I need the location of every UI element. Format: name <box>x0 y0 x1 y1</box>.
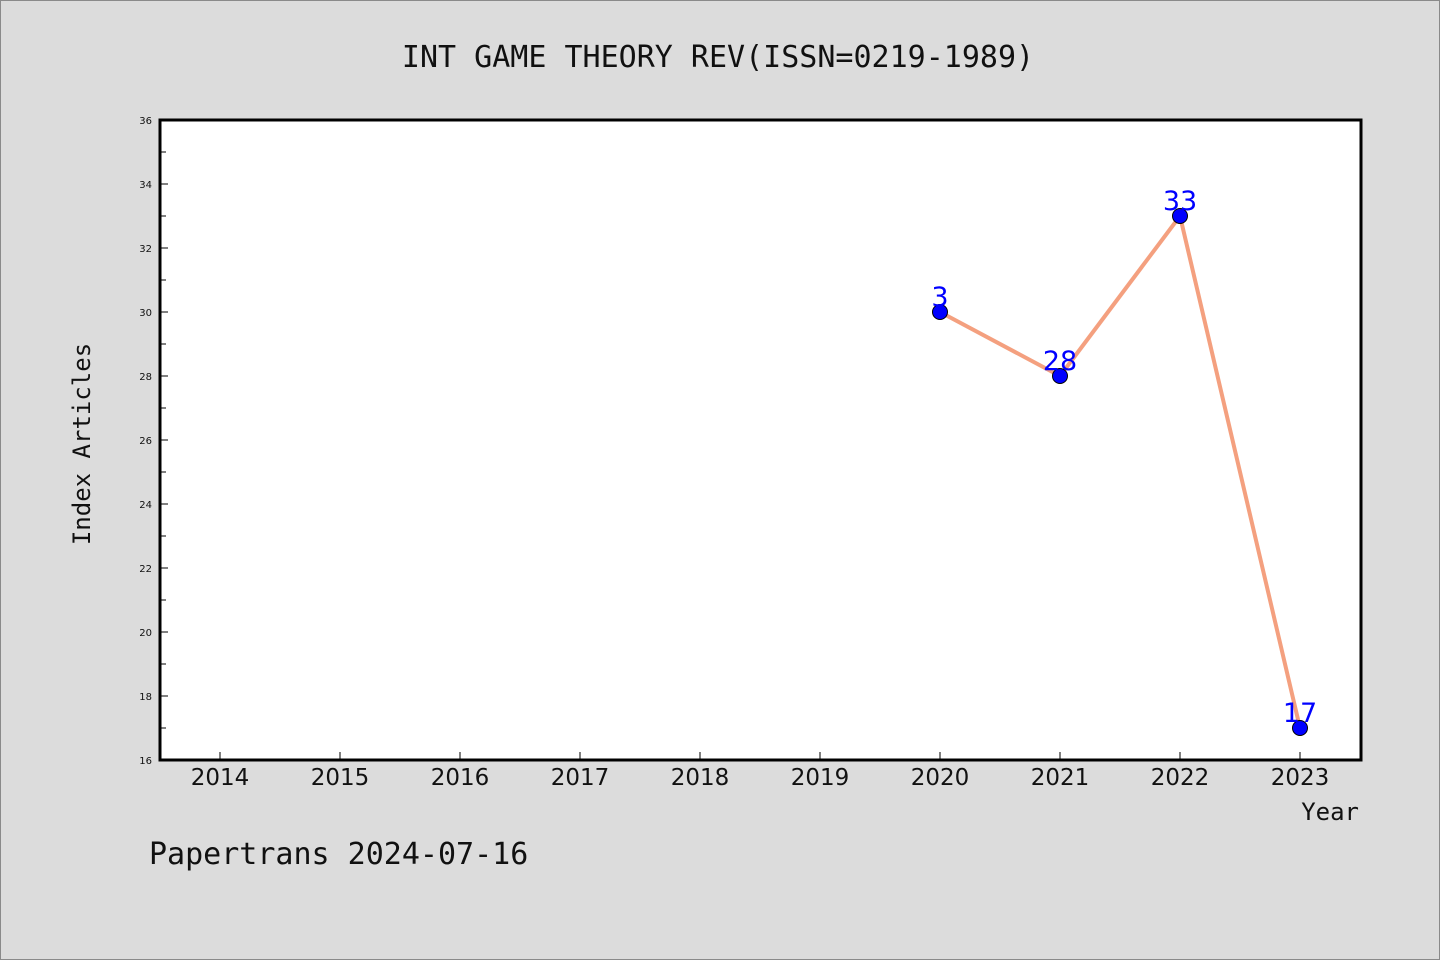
y-tick-label: 20 <box>139 628 152 639</box>
y-tick-label: 24 <box>139 500 152 511</box>
data-point <box>932 304 948 320</box>
x-tick-label: 2020 <box>911 765 970 791</box>
y-tick-label: 36 <box>139 116 152 127</box>
data-label: 3 <box>931 282 948 313</box>
y-axis-label: Index Articles <box>68 343 96 545</box>
x-axis-label: Year <box>1301 798 1359 826</box>
y-axis: 16 18 20 22 24 26 28 30 32 34 36 <box>139 116 168 767</box>
x-tick-label: 2018 <box>671 765 730 791</box>
x-tick-label: 2016 <box>431 765 490 791</box>
y-tick-label: 26 <box>139 436 152 447</box>
data-point <box>1172 208 1188 224</box>
y-tick-label: 18 <box>139 692 152 703</box>
y-tick-label: 32 <box>139 244 152 255</box>
x-axis: 2014 2015 2016 2017 2018 2019 2020 2021 2022 2023 <box>191 752 1330 791</box>
plot-area <box>158 118 1363 762</box>
x-tick-label: 2021 <box>1031 765 1090 791</box>
data-label: 33 <box>1163 186 1197 217</box>
data-label: 28 <box>1043 346 1077 377</box>
x-tick-label: 2017 <box>551 765 610 791</box>
footer-text: Papertrans 2024-07-16 <box>149 837 528 872</box>
x-tick-label: 2023 <box>1271 765 1330 791</box>
data-point <box>1052 368 1068 384</box>
x-tick-label: 2014 <box>191 765 250 791</box>
data-point <box>1292 720 1308 736</box>
series-line <box>939 214 1302 729</box>
y-tick-label: 30 <box>139 308 152 319</box>
series-layer: 3 28 33 17 <box>931 186 1317 736</box>
chart-title: INT GAME THEORY REV(ISSN=0219-1989) <box>402 40 1034 75</box>
data-label: 17 <box>1283 698 1317 729</box>
y-tick-label: 16 <box>139 756 152 767</box>
x-tick-label: 2015 <box>311 765 370 791</box>
x-tick-label: 2019 <box>791 765 850 791</box>
y-tick-label: 28 <box>139 372 152 383</box>
y-tick-label: 34 <box>139 180 152 191</box>
y-tick-label: 22 <box>139 564 152 575</box>
x-tick-label: 2022 <box>1151 765 1210 791</box>
